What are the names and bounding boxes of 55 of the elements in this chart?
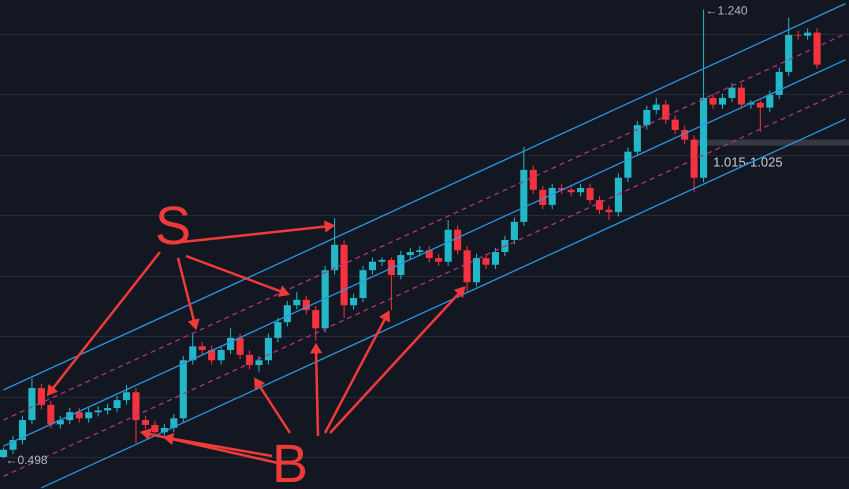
candlestick (189, 334, 196, 365)
candlestick (76, 408, 83, 424)
annotation: ←0.498 (6, 453, 48, 468)
candlestick (709, 93, 717, 110)
candlestick (643, 105, 650, 130)
candlestick (738, 82, 745, 110)
annotation: ←1.240 (706, 4, 748, 18)
candlestick (605, 205, 613, 221)
candlestick (312, 305, 320, 341)
candlestick (368, 256, 376, 275)
annotation: B (272, 434, 308, 489)
candlestick (255, 356, 263, 373)
candlestick (501, 235, 508, 257)
candlestick (728, 82, 736, 103)
candlestick (596, 195, 604, 214)
candlestick (18, 415, 26, 445)
candlestick (454, 224, 462, 255)
candlestick (208, 345, 216, 365)
candlestick (218, 345, 225, 365)
candlestick (426, 246, 433, 263)
candlestick (416, 246, 424, 257)
candlestick (662, 100, 670, 124)
candlestick (274, 317, 282, 343)
annotation: S (154, 196, 192, 256)
candlestick (577, 183, 584, 197)
candlestick (104, 403, 112, 416)
candlestick (406, 247, 414, 260)
candlestick (548, 183, 556, 210)
candlestick (236, 333, 244, 360)
candlestick (85, 408, 92, 424)
candlestick (293, 291, 300, 310)
candlestick (492, 247, 499, 270)
candlestick (776, 67, 783, 100)
candlestick (586, 183, 594, 205)
candlestick (264, 333, 272, 365)
candlestick (482, 253, 490, 270)
candlestick (114, 395, 121, 413)
candlestick (672, 114, 679, 135)
candlestick (718, 93, 726, 110)
candlestick (284, 300, 291, 327)
candlestick (652, 97, 660, 115)
candlestick (38, 383, 45, 410)
candlestick (350, 293, 358, 310)
candlestick (766, 90, 774, 112)
candlestick (47, 400, 54, 430)
candlestick (122, 384, 130, 405)
candlestick (510, 217, 518, 245)
candlestick (756, 100, 764, 132)
candlestick (198, 342, 206, 355)
candlestick (435, 253, 442, 266)
candlestick (0, 446, 8, 459)
candlestick (530, 165, 537, 195)
candlestick (397, 250, 404, 280)
candlestick (539, 185, 546, 210)
candlestick (804, 28, 812, 40)
